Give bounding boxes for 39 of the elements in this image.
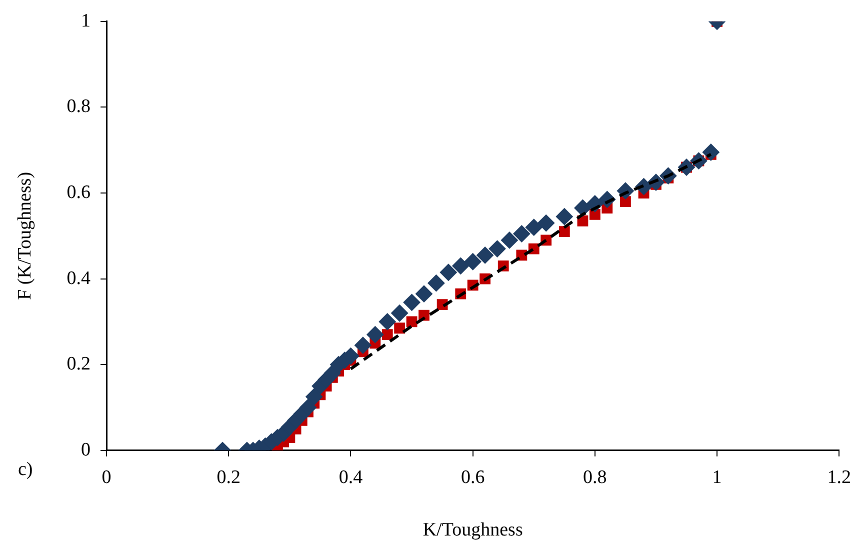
y-axis-title: F (K/Toughness)	[14, 172, 36, 300]
point	[488, 240, 506, 258]
x-tick-label: 0	[102, 466, 112, 488]
point	[306, 388, 323, 406]
point	[378, 313, 396, 330]
x-axis-title: K/Toughness	[422, 520, 523, 541]
text: c)	[18, 458, 33, 480]
point	[394, 322, 406, 334]
point	[556, 208, 573, 226]
point	[416, 285, 432, 302]
point	[440, 264, 457, 281]
y-tick-label: 0.2	[66, 354, 91, 375]
point	[513, 225, 530, 242]
point	[403, 294, 420, 311]
point	[382, 329, 393, 340]
point	[558, 226, 570, 238]
x-tick-label: 0.6	[460, 466, 485, 488]
x-tick-label: 0.2	[216, 466, 241, 488]
point	[525, 218, 542, 236]
point	[702, 144, 720, 161]
point	[300, 399, 317, 416]
x-tick-label: 1	[712, 466, 722, 488]
x-tick-label: 0.8	[583, 466, 607, 488]
point	[500, 232, 518, 249]
point	[476, 246, 494, 264]
y-tick-label: 0.4	[66, 268, 92, 289]
y-tick-label: 0.8	[66, 96, 91, 118]
x-tick-label: 0.4	[338, 466, 364, 488]
point	[354, 336, 372, 354]
point	[428, 274, 445, 292]
point	[452, 257, 470, 274]
x-tick-label: 1.2	[827, 466, 851, 488]
point	[366, 326, 384, 344]
y-tick-label: 0	[81, 439, 91, 460]
y-tick-label: 0.6	[66, 182, 91, 203]
point	[391, 304, 408, 322]
point	[464, 253, 482, 270]
point	[538, 214, 555, 232]
y-tick-label: 1	[81, 10, 91, 32]
